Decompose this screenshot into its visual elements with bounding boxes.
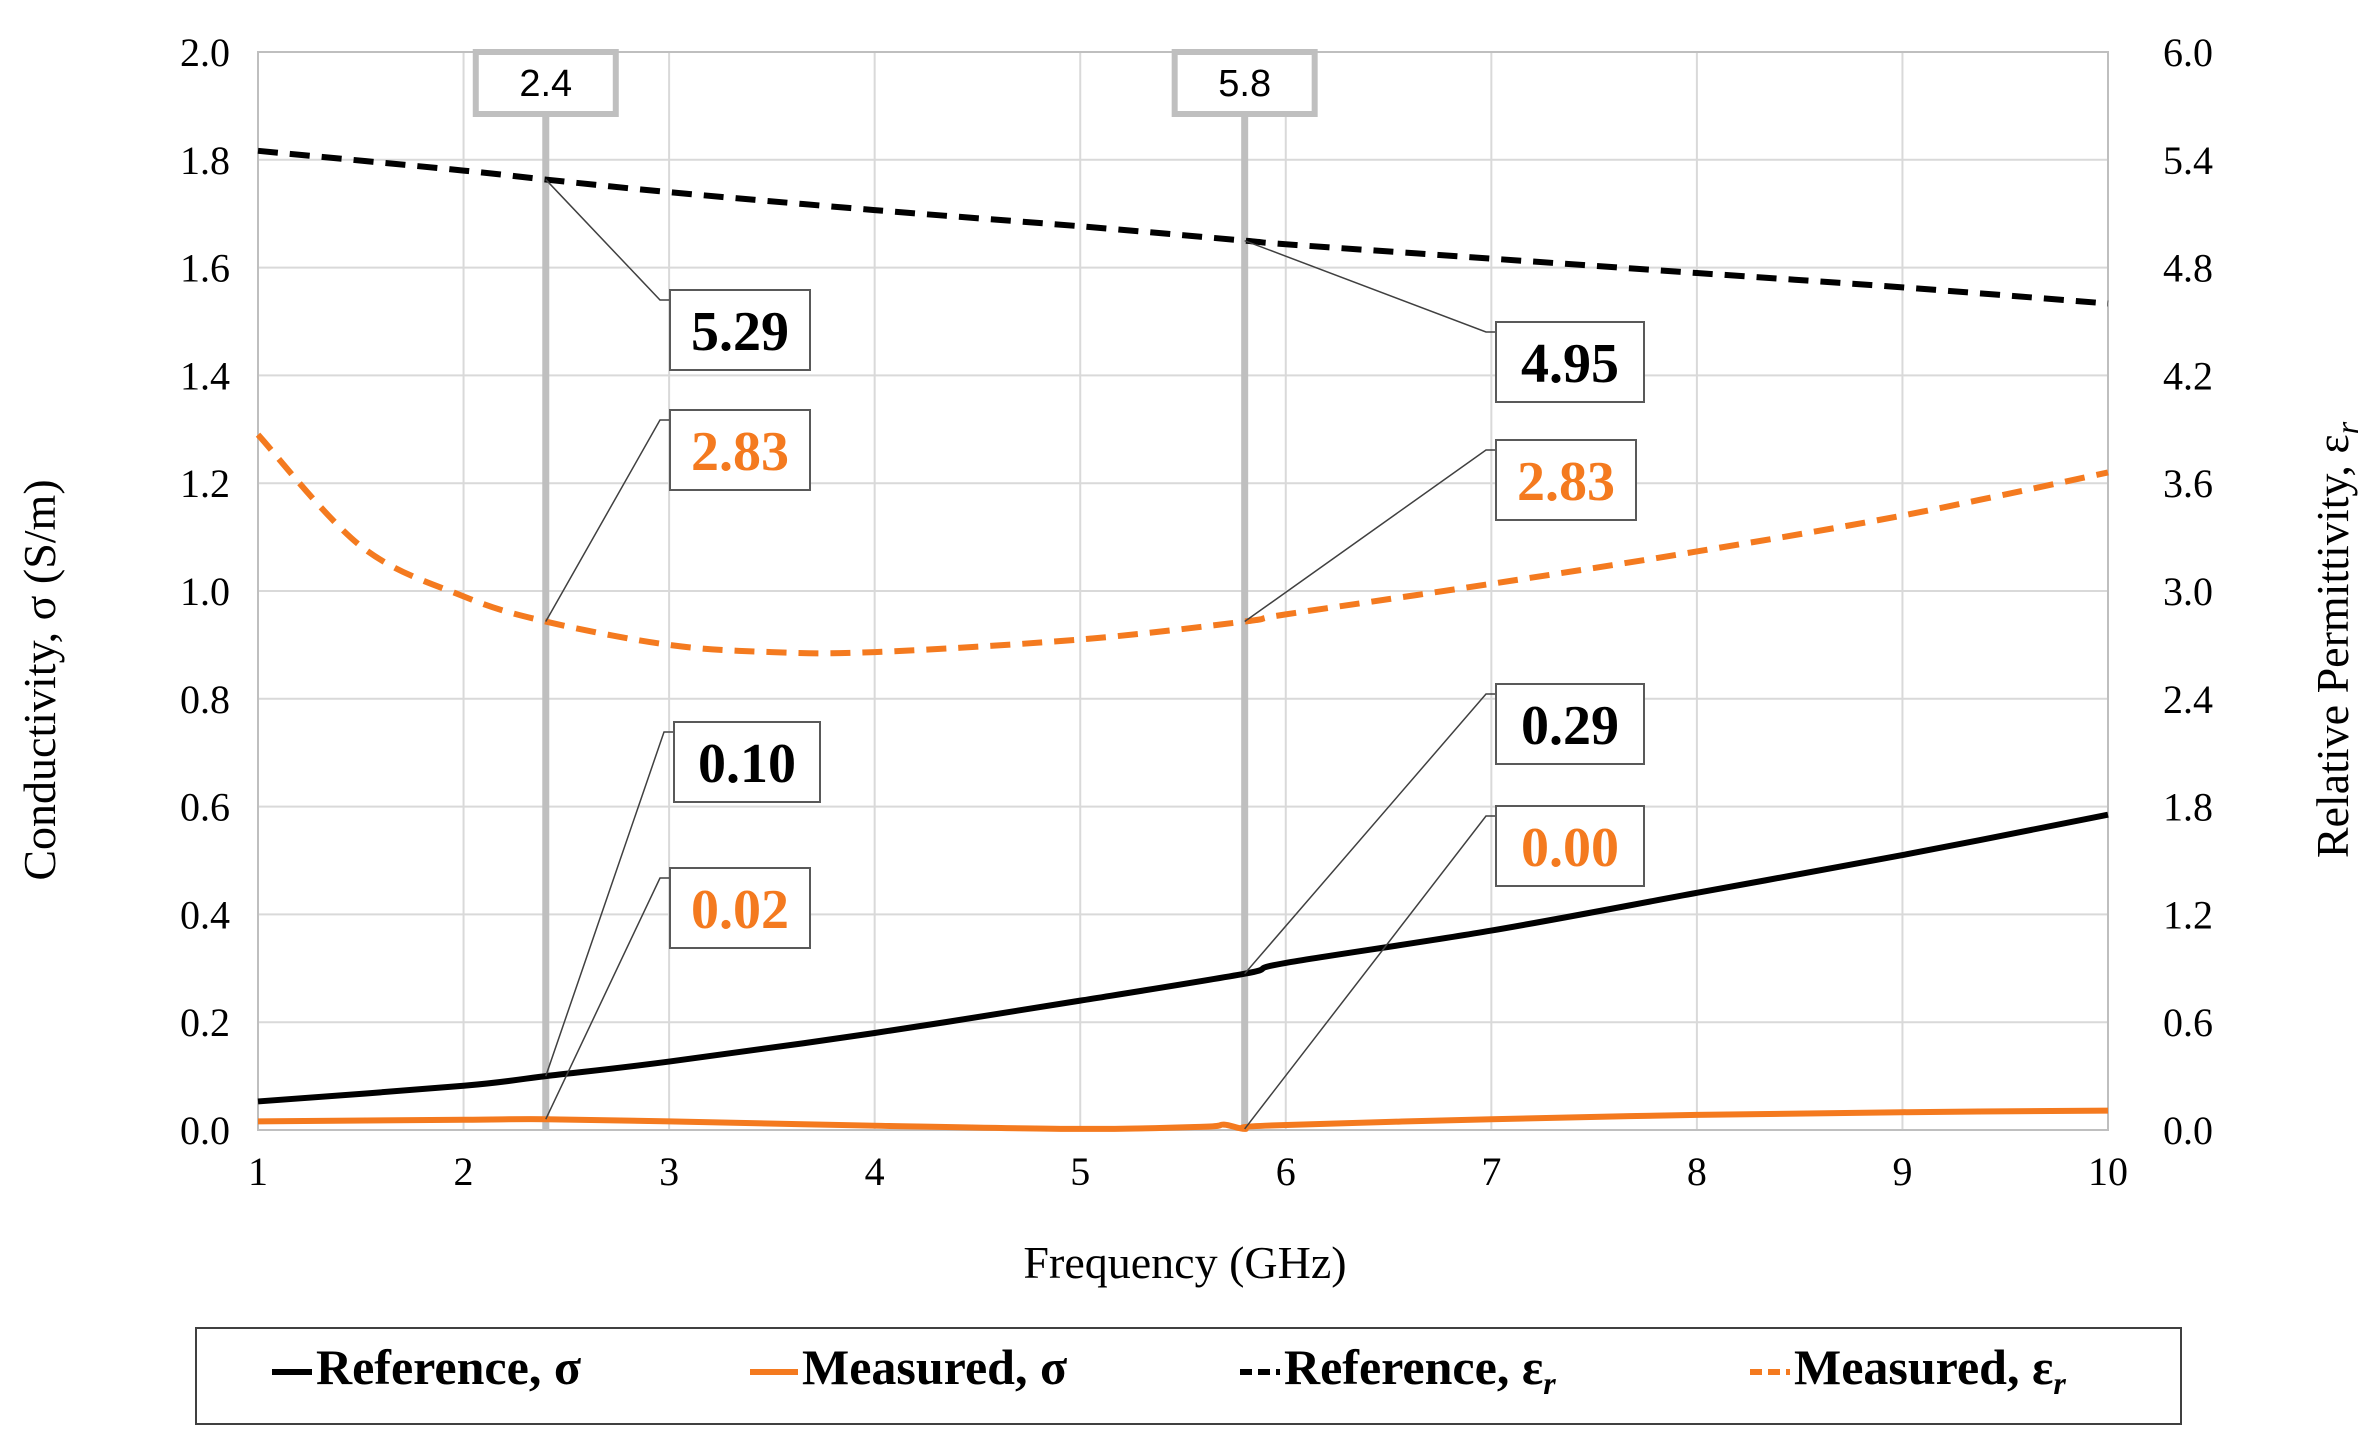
series-line-measured-r (255, 432, 2109, 657)
callout-value: 2.83 (1517, 451, 1615, 513)
callout-box (1495, 321, 1645, 403)
callout-leader-line (1244, 239, 1498, 333)
callout-leader-line (545, 877, 672, 1120)
callout-value: 2.83 (691, 421, 789, 483)
y-left-tick-label: 1.6 (180, 246, 230, 291)
x-tick-label: 2 (454, 1149, 474, 1194)
callout-value: 5.29 (691, 301, 789, 363)
series-line-reference (257, 811, 2109, 1105)
x-tick-label: 1 (248, 1149, 268, 1194)
callout-box (669, 289, 811, 371)
x-axis-title: Frequency (GHz) (1023, 1237, 1346, 1288)
y-right-axis-title-sub: r (2329, 421, 2365, 434)
y-left-axis-title: Conductivity, σ (S/m) (14, 479, 65, 880)
x-tick-label: 3 (659, 1149, 679, 1194)
callout-value: 0.10 (698, 733, 796, 795)
x-tick-label: 7 (1481, 1149, 1501, 1194)
legend: Reference, σ Measured, σ Reference, εr Meas… (272, 1339, 2066, 1401)
legend-entry: Reference, σ (316, 1339, 581, 1395)
y-right-tick-label: 1.2 (2163, 892, 2213, 937)
y-left-tick-label: 0.0 (180, 1108, 230, 1153)
y-right-tick-label: 0.0 (2163, 1108, 2213, 1153)
x-axis-ticks: 1 2 3 4 5 6 7 8 9 10 (248, 1149, 2128, 1194)
x-tick-label: 10 (2088, 1149, 2128, 1194)
callout-value: 0.00 (1521, 817, 1619, 879)
callout-leader-line (1244, 449, 1498, 623)
callout-leader-line (1244, 693, 1498, 975)
y-left-tick-label: 1.4 (180, 353, 230, 398)
legend-box (195, 1327, 2182, 1425)
callout-leader-line (545, 419, 672, 622)
x-tick-label: 6 (1276, 1149, 1296, 1194)
y-right-tick-label: 2.4 (2163, 677, 2213, 722)
callout-labels: 5.29 2.83 0.10 0.02 4.95 2.83 0.29 0.00 (669, 289, 1645, 949)
callout-box (1495, 805, 1645, 887)
vertical-marker-box (1171, 49, 1318, 117)
y-left-axis-ticks: 0.0 0.2 0.4 0.6 0.8 1.0 1.2 1.4 1.6 1.8 2.0 (180, 30, 230, 1153)
callout-box (1495, 683, 1645, 765)
callout-box (673, 721, 821, 803)
legend-entry: Measured, σ (802, 1339, 1067, 1395)
y-right-tick-label: 5.4 (2163, 138, 2213, 183)
vertical-marker-box (472, 49, 619, 117)
callout-box (669, 867, 811, 949)
legend-label: Measured, ε (1794, 1339, 2053, 1395)
y-left-tick-label: 0.6 (180, 785, 230, 830)
callout-leader-line (545, 179, 672, 301)
y-right-axis-ticks: 0.0 0.6 1.2 1.8 2.4 3.0 3.6 4.2 4.8 5.4 6.0 (2163, 30, 2213, 1153)
y-right-axis-title: Relative Permittivity, εr (2307, 421, 2365, 858)
legend-subscript: r (2053, 1365, 2066, 1401)
legend-entry: Reference, εr (1284, 1339, 1556, 1401)
callout-box (1495, 439, 1637, 521)
y-left-tick-label: 0.4 (180, 892, 230, 937)
callout-value: 0.02 (691, 879, 789, 941)
y-left-tick-label: 1.2 (180, 461, 230, 506)
vertical-marker-label: 5.8 (1218, 63, 1271, 105)
series-line-measured (257, 1107, 2109, 1132)
legend-label: Reference, ε (1284, 1339, 1543, 1395)
callout-leaders (545, 179, 1498, 1130)
y-left-tick-label: 0.2 (180, 1000, 230, 1045)
y-left-tick-label: 1.8 (180, 138, 230, 183)
legend-entry: Measured, εr (1794, 1339, 2066, 1401)
x-tick-label: 8 (1687, 1149, 1707, 1194)
y-right-tick-label: 0.6 (2163, 1000, 2213, 1045)
legend-label: Reference, σ (316, 1339, 581, 1395)
callout-leader-line (1244, 815, 1498, 1130)
y-right-axis-title-text: Relative Permittivity, ε (2307, 434, 2358, 858)
y-right-tick-label: 6.0 (2163, 30, 2213, 75)
callout-value: 0.29 (1521, 695, 1619, 757)
y-right-tick-label: 3.6 (2163, 461, 2213, 506)
y-right-tick-label: 3.0 (2163, 569, 2213, 614)
y-right-tick-label: 4.2 (2163, 353, 2213, 398)
x-tick-label: 9 (1892, 1149, 1912, 1194)
y-right-tick-label: 1.8 (2163, 785, 2213, 830)
callout-box (669, 409, 811, 491)
callout-value: 4.95 (1521, 333, 1619, 395)
y-left-tick-label: 0.8 (180, 677, 230, 722)
series-lines (255, 147, 2109, 1132)
y-left-tick-label: 1.0 (180, 569, 230, 614)
y-left-tick-label: 2.0 (180, 30, 230, 75)
vertical-marker-label: 2.4 (519, 63, 572, 105)
y-right-tick-label: 4.8 (2163, 246, 2213, 291)
legend-subscript: r (1543, 1365, 1556, 1401)
x-tick-label: 4 (865, 1149, 885, 1194)
series-line-reference-r (257, 147, 2109, 307)
x-tick-label: 5 (1070, 1149, 1090, 1194)
callout-leader-line (545, 731, 676, 1077)
legend-label: Measured, σ (802, 1339, 1067, 1395)
